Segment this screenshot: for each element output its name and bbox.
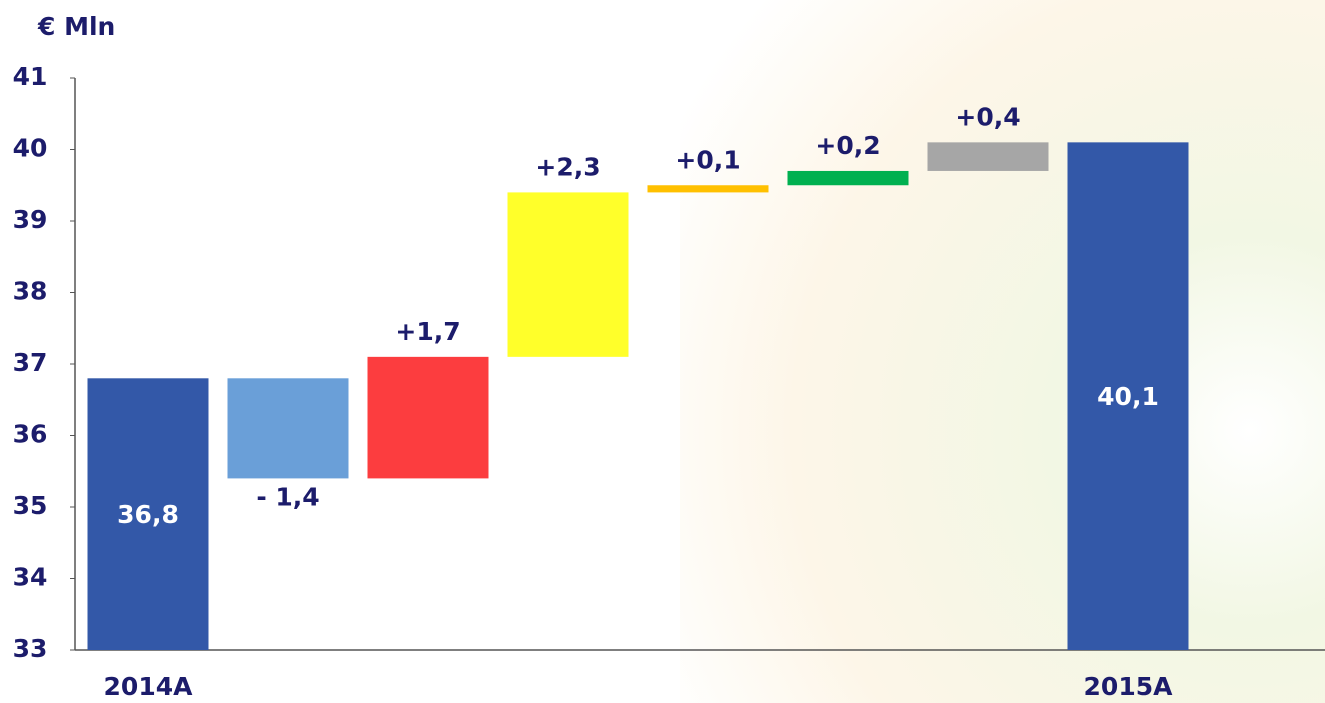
y-tick-label: 37	[13, 348, 48, 377]
bar	[227, 378, 349, 479]
bar	[787, 170, 909, 186]
y-tick-label: 36	[13, 420, 48, 449]
x-tick-label: 2014A	[104, 672, 194, 701]
background-decoration	[680, 0, 1325, 703]
value-label: 40,1	[1097, 382, 1159, 411]
value-label: +0,4	[955, 102, 1020, 131]
value-label: +1,7	[395, 317, 460, 346]
value-label: +0,2	[815, 131, 880, 160]
value-label: +2,3	[535, 152, 600, 181]
bar	[927, 142, 1049, 171]
chart-title: € Mln	[37, 12, 115, 41]
bar	[1067, 142, 1189, 650]
y-tick-label: 40	[13, 134, 48, 163]
value-label: - 1,4	[256, 482, 319, 511]
value-label: 36,8	[117, 500, 179, 529]
y-tick-label: 34	[13, 563, 48, 592]
value-label: +0,1	[675, 145, 740, 174]
y-tick-label: 35	[13, 491, 48, 520]
y-tick-label: 38	[13, 277, 48, 306]
x-tick-label: 2015A	[1084, 672, 1174, 701]
bar	[367, 356, 489, 479]
y-tick-label: 33	[13, 634, 48, 663]
y-tick-label: 41	[13, 62, 48, 91]
bar	[507, 192, 629, 357]
bar	[87, 378, 209, 650]
y-tick-label: 39	[13, 205, 48, 234]
bar	[647, 185, 769, 193]
